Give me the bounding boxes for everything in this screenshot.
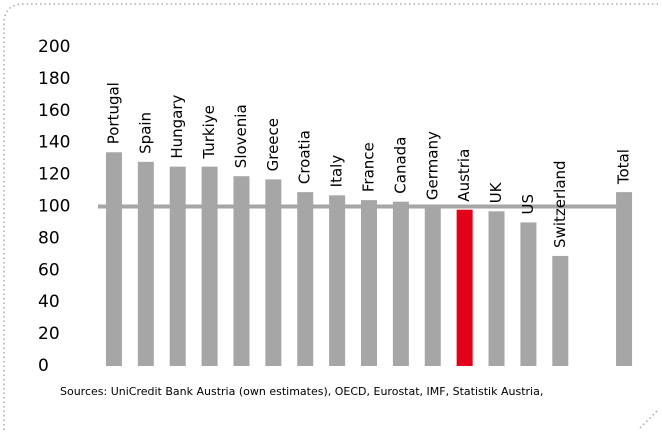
category-label: Italy — [328, 155, 346, 188]
y-tick-label: 100 — [38, 197, 70, 217]
y-tick-label: 60 — [38, 260, 60, 280]
category-label: Austria — [455, 149, 473, 202]
category-label: Slovenia — [232, 104, 250, 168]
y-tick-label: 0 — [38, 356, 49, 376]
bar — [616, 192, 633, 366]
bar — [297, 192, 314, 366]
category-label: France — [360, 142, 378, 192]
bar — [488, 211, 505, 366]
bar — [233, 176, 250, 366]
bar — [201, 166, 218, 366]
category-label: Portugal — [104, 82, 122, 144]
y-tick-label: 160 — [38, 101, 70, 121]
bar — [329, 195, 346, 366]
y-tick-label: 20 — [38, 324, 60, 344]
bar — [520, 222, 537, 366]
bar — [169, 166, 186, 366]
category-label: Hungary — [168, 94, 186, 158]
y-tick-label: 80 — [38, 228, 60, 248]
y-tick-label: 120 — [38, 165, 70, 185]
bar — [424, 208, 441, 366]
y-tick-label: 180 — [38, 69, 70, 89]
bar — [137, 161, 154, 366]
category-label: Greece — [264, 118, 282, 171]
frame — [3, 3, 660, 430]
category-label: Canada — [391, 137, 409, 194]
bar — [105, 152, 122, 366]
category-label: UK — [487, 181, 505, 203]
y-tick-label: 200 — [38, 37, 70, 57]
category-label: Germany — [423, 131, 441, 200]
bar — [265, 179, 282, 366]
category-label: Turkiye — [200, 105, 218, 160]
bar — [552, 255, 569, 366]
frame-corner — [639, 409, 659, 429]
source-note: Sources: UniCredit Bank Austria (own est… — [60, 385, 543, 398]
category-label: Switzerland — [551, 160, 569, 248]
category-label: Croatia — [296, 130, 314, 184]
category-label: Spain — [136, 112, 154, 154]
category-label: US — [519, 194, 537, 215]
bar — [361, 200, 377, 366]
bar — [392, 201, 409, 366]
bar — [456, 209, 473, 366]
category-label: Total — [615, 149, 633, 185]
y-tick-label: 140 — [38, 133, 70, 153]
y-tick-label: 40 — [38, 292, 60, 312]
